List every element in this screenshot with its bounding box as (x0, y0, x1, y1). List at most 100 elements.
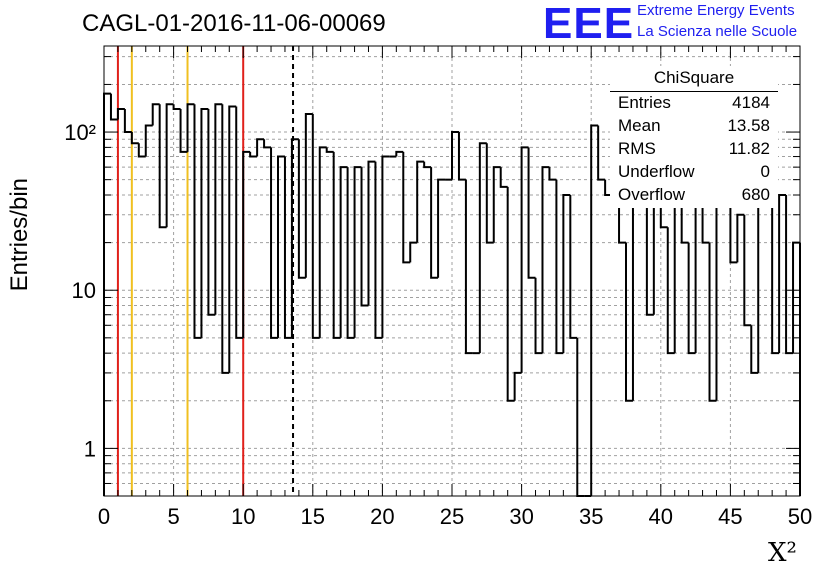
histogram-bin (680, 194, 689, 244)
histogram-bin (778, 193, 787, 354)
histogram-bin (416, 160, 425, 243)
histogram-bin (451, 131, 459, 180)
histogram-bin (339, 166, 348, 338)
stats-key: Overflow (618, 185, 686, 204)
histogram-bin (534, 277, 543, 355)
histogram-bin (618, 194, 626, 244)
histogram-bin (200, 107, 209, 338)
histogram-bin (485, 143, 494, 244)
histogram-bin (569, 194, 578, 339)
y-tick-label: 10² (64, 120, 96, 145)
histogram-bin (360, 167, 369, 307)
histogram-bin (736, 213, 745, 263)
x-tick-label: 5 (167, 504, 179, 529)
histogram-bin (249, 151, 258, 158)
histogram-bin (666, 227, 675, 355)
x-tick-label: 40 (649, 504, 673, 529)
stats-row-mean: Mean 13.58 (618, 116, 770, 138)
stats-key: RMS (618, 139, 656, 158)
histogram-bin (513, 371, 522, 401)
stats-divider (610, 91, 778, 92)
histogram-bin (270, 147, 278, 339)
run-title: CAGL-01-2016-11-06-00069 (82, 10, 386, 37)
histogram-bin (130, 132, 139, 145)
histogram-bin (165, 103, 174, 228)
histogram-bin (186, 103, 195, 152)
histogram-bin (311, 114, 320, 339)
stats-value: 0 (760, 162, 770, 181)
histogram-bin (590, 124, 599, 496)
histogram-bin (207, 108, 216, 316)
stats-key: Entries (618, 93, 671, 112)
histogram-bin (673, 193, 682, 354)
histogram-bin (367, 160, 376, 306)
histogram-bin (652, 193, 661, 315)
histogram-bin (506, 186, 515, 402)
histogram-bin (144, 124, 153, 157)
histogram-bin (437, 178, 446, 278)
x-tick-label: 45 (718, 504, 742, 529)
histogram-bin (374, 161, 383, 339)
x-tick-label: 35 (579, 504, 603, 529)
histogram-bin (137, 143, 146, 158)
histogram-bin (283, 156, 292, 339)
histogram-bin (193, 104, 202, 339)
histogram-bin (402, 151, 411, 264)
logo-tagline-1: Extreme Energy Events (637, 2, 795, 19)
histogram-bin (492, 166, 501, 243)
stats-value: 13.58 (727, 116, 770, 135)
histogram-bin (277, 155, 285, 338)
logo-tagline-2: La Scienza nelle Scuole (637, 23, 798, 40)
histogram-bin (381, 155, 390, 338)
histogram-bin (687, 242, 696, 355)
x-tick-label: 0 (98, 504, 110, 529)
stats-box: ChiSquare Entries 4184 Mean 13.58 RMS 11… (610, 66, 778, 208)
axis-ticks: 0 5 10 15 20 25 30 35 40 45 50 1 10 10² (64, 46, 812, 529)
histogram-bin (332, 151, 341, 339)
stats-row-rms: RMS 11.82 (618, 139, 770, 161)
histogram-bin (520, 146, 529, 373)
x-tick-label: 20 (370, 504, 394, 529)
histogram-bin (562, 193, 571, 354)
histogram-bin (771, 194, 780, 355)
histogram-bin (297, 139, 306, 279)
stats-value: 680 (741, 185, 770, 204)
stats-value: 11.82 (728, 139, 770, 158)
x-tick-label: 15 (301, 504, 325, 529)
stats-title: ChiSquare (653, 68, 735, 87)
histogram-bin (555, 179, 564, 355)
x-tick-label: 50 (788, 504, 812, 529)
histogram-bin (430, 167, 439, 279)
histogram-bin (151, 103, 160, 126)
histogram-bin (353, 166, 362, 338)
histogram-bin (541, 166, 550, 354)
histogram-bin (395, 150, 404, 157)
stats-row-entries: Entries 4184 (618, 93, 770, 115)
histogram-bin (263, 139, 272, 149)
stats-key: Mean (618, 116, 661, 135)
histogram-bin (109, 93, 118, 121)
histogram-bin (409, 241, 418, 263)
histogram-bin (172, 104, 181, 110)
histogram-bin (228, 105, 237, 373)
histogram-bin (743, 214, 752, 327)
histogram-bin (576, 337, 585, 497)
y-tick-label: 10 (72, 278, 96, 303)
y-axis-label: Entries/bin (6, 178, 33, 292)
histogram-bin (158, 104, 167, 229)
histogram-bin (757, 193, 766, 373)
histogram-bin (290, 138, 299, 338)
histogram-bin (235, 106, 244, 339)
histogram-bin (625, 242, 633, 402)
x-tick-label: 25 (440, 504, 464, 529)
histogram-bin (304, 113, 313, 278)
histogram-bin (123, 108, 132, 134)
histogram-bin (103, 92, 111, 496)
histogram-bin (116, 107, 125, 120)
histogram-bin (750, 325, 759, 374)
histogram-bin (256, 138, 265, 157)
histogram-bin (785, 194, 794, 355)
histogram-bin (478, 142, 487, 354)
histogram-bin (597, 125, 606, 181)
histogram-bin (457, 132, 466, 181)
